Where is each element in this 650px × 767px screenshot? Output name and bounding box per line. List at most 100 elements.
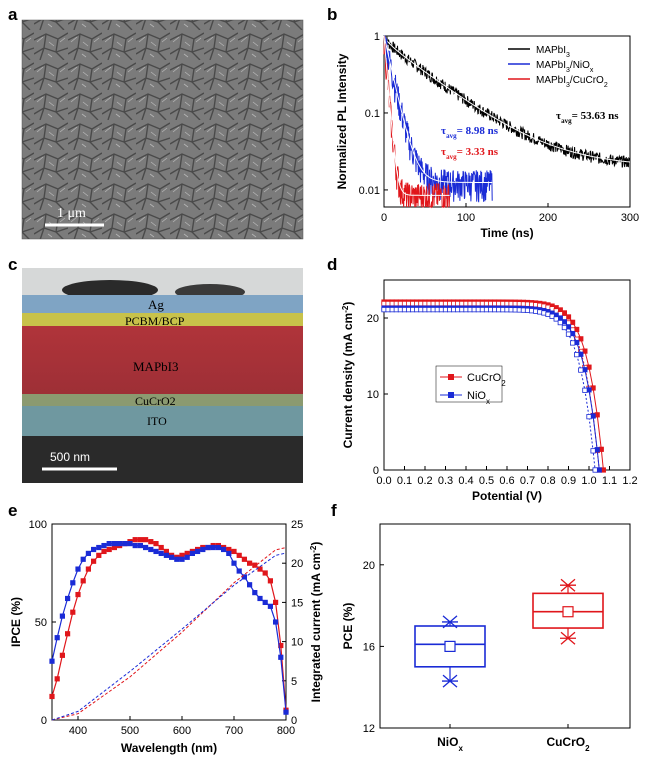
tau-annotation-b: τavg= 8.98 ns: [441, 125, 499, 140]
jv-marker: [592, 467, 598, 473]
ipce-marker: [137, 542, 143, 549]
ipce-marker: [54, 676, 60, 682]
ipce-chart: 400 500 600 700 8000501000510152025Wavelengt…: [9, 519, 323, 755]
box-extreme-marker: [560, 578, 576, 592]
ipce-marker: [117, 541, 123, 547]
ipce-marker: [111, 541, 117, 547]
ipce-marker: [85, 550, 91, 556]
y-tick-label-e: 100: [29, 519, 47, 531]
x-tick-label-d: 0.3: [438, 475, 453, 487]
y-axis-label-d: Current density (mA cm-2): [341, 302, 356, 449]
pl-trace-0: [383, 36, 631, 168]
jv-marker: [557, 319, 563, 326]
x-tick-label-d: 1.2: [622, 475, 637, 487]
plot-frame-f: [379, 523, 631, 729]
panel-c-scale-label: 500 nm: [50, 450, 90, 464]
ipce-marker: [184, 554, 190, 560]
ipce-marker: [96, 552, 102, 558]
ipce-marker: [278, 642, 284, 649]
box-extreme-marker: [560, 631, 576, 645]
legend-label-b: MAPbI3: [536, 45, 570, 59]
ipce-marker: [158, 544, 164, 551]
ipce-marker: [49, 693, 55, 700]
ipce-marker: [273, 619, 279, 625]
panel-c-cross-section-image: 500 nm Ag PCBM/BCP MAPbI3 CuCrO2 ITO: [22, 268, 303, 483]
ipce-marker: [137, 537, 143, 543]
ipce-marker: [143, 544, 149, 551]
y-axis-label-f: PCE (%): [341, 603, 355, 650]
ipce-marker: [252, 590, 258, 596]
panel-a-scale-label: 1 μm: [57, 206, 86, 221]
ipce-marker: [91, 558, 97, 564]
plot-frame-b: [383, 35, 631, 208]
jv-chart: 0.0 0.1 0.2 0.3 0.4 0.5 0.6 0.7 0.8 0.9 1.0 1.1 1.2 0…: [341, 279, 638, 503]
y-tick-label-b: 0.1: [365, 108, 380, 120]
legend-marker-d: [448, 374, 454, 380]
y2-tick-label-e: 0: [291, 715, 297, 727]
ipce-marker: [59, 652, 65, 658]
jv-marker: [570, 340, 576, 346]
box-mean-marker: [562, 606, 574, 618]
ipce-marker: [122, 541, 128, 547]
ipce-marker: [158, 550, 164, 556]
x-tick-label-d: 0.0: [376, 475, 391, 487]
ipce-marker: [236, 568, 242, 574]
ipce-marker: [70, 609, 76, 615]
ipce-marker: [80, 556, 86, 562]
x-tick-label-d: 0.8: [540, 475, 555, 487]
ipce-marker: [247, 582, 253, 588]
ipce-marker: [169, 554, 175, 560]
ipce-marker: [221, 546, 227, 553]
y-tick-label-d: 10: [367, 389, 379, 401]
y-tick-label-e: 0: [41, 715, 47, 727]
y2-tick-label-e: 10: [291, 637, 303, 649]
ipce-marker: [153, 541, 159, 547]
box-extreme-marker: [442, 615, 458, 629]
x-tick-label-d: 0.1: [397, 475, 412, 487]
ipce-marker: [163, 552, 169, 558]
jv-line-1: [384, 309, 596, 471]
ipce-marker: [195, 548, 201, 555]
jv-marker: [582, 387, 588, 393]
ipce-marker: [283, 709, 289, 715]
ipce-marker: [106, 546, 112, 553]
panel-e-letter: e: [8, 501, 17, 520]
ipce-marker: [200, 546, 206, 553]
jv-marker: [561, 324, 568, 331]
ipce-marker: [205, 544, 211, 551]
ipce-marker: [143, 537, 149, 543]
x-tick-label-e: 700: [225, 725, 243, 737]
y-tick-label-f: 16: [363, 641, 375, 653]
ipce-marker: [70, 580, 76, 586]
panel-a-letter: a: [8, 5, 18, 24]
jv-marker: [586, 414, 592, 420]
x-tick-label-e: 400: [69, 725, 87, 737]
ipce-marker: [231, 548, 237, 555]
x-tick-label-e: 800: [277, 725, 295, 737]
y-tick-label-b: 0.01: [359, 185, 380, 197]
jv-marker: [578, 367, 584, 373]
ipce-marker: [189, 550, 195, 556]
ipce-marker: [262, 570, 268, 576]
ipce-marker: [278, 654, 284, 660]
y-tick-label-b: 1: [374, 31, 380, 43]
x-tick-label-d: 0.4: [458, 475, 473, 487]
ipce-marker: [111, 544, 117, 551]
ipce-marker: [184, 550, 190, 556]
pl-fit-2: [383, 35, 450, 196]
ipce-marker: [174, 556, 180, 562]
jv-marker: [590, 448, 596, 454]
y-tick-label-f: 20: [363, 560, 375, 572]
box-extreme-marker: [442, 674, 458, 688]
x-tick-label-d: 1.1: [602, 475, 617, 487]
pl-trace-1: [383, 35, 493, 203]
ipce-marker: [49, 658, 55, 664]
x-axis-label-d: Potential (V): [472, 489, 542, 503]
x-axis-label-b: Time (ns): [480, 226, 533, 240]
x-tick-label-d: 0.7: [520, 475, 535, 487]
x-tick-label-b: 200: [539, 212, 557, 224]
ipce-marker: [226, 546, 232, 553]
y2-tick-label-e: 25: [291, 519, 303, 531]
ipce-marker: [262, 599, 268, 605]
jv-marker: [574, 352, 580, 358]
